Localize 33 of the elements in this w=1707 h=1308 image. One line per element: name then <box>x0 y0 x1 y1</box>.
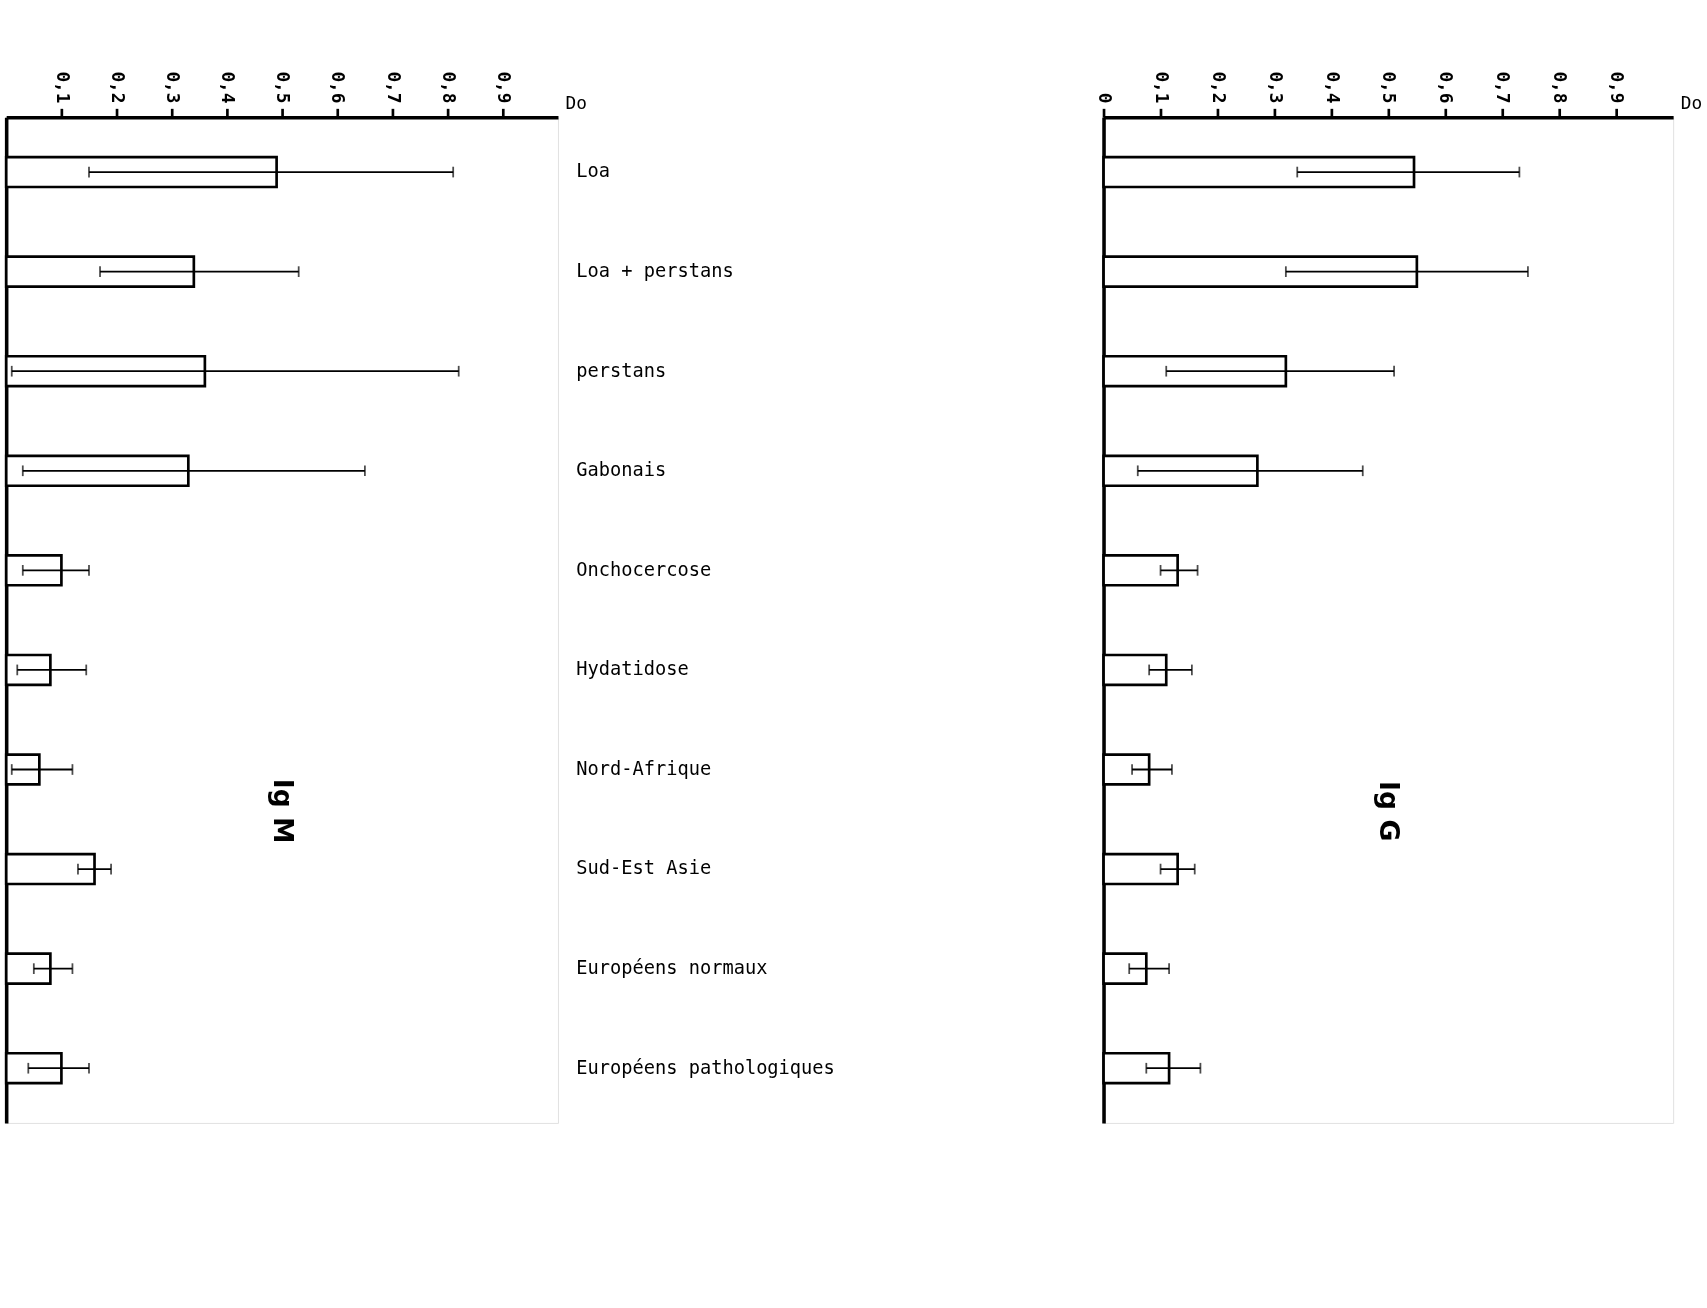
x-axis-title: Do <box>565 91 588 113</box>
x-tick-label: 0,6 <box>328 71 350 104</box>
y-tick-label: Loa <box>576 160 610 182</box>
x-tick-label: 0,8 <box>438 71 460 104</box>
x-tick-label: 0,4 <box>1322 71 1344 104</box>
y-tick-label: Hydatidose <box>576 658 689 680</box>
x-tick-label: 0,1 <box>52 71 74 104</box>
x-tick-label: 0,7 <box>1493 71 1515 104</box>
x-tick-label: 0,4 <box>218 71 240 104</box>
y-tick-label: perstans <box>576 359 667 381</box>
y-tick-label: Européens pathologiques <box>576 1056 835 1078</box>
x-axis-title: Do <box>1680 91 1703 113</box>
x-tick-label: 0,3 <box>1265 71 1287 104</box>
y-tick-label: Nord-Afrique <box>576 757 712 779</box>
x-tick-label: 0,2 <box>1208 71 1230 104</box>
text: Ig G <box>1374 781 1406 842</box>
y-tick-label: Gabonais <box>576 459 667 481</box>
x-tick-label: 0,7 <box>383 71 405 104</box>
x-tick-label: 0,9 <box>493 71 515 104</box>
x-tick-label: 0,9 <box>1607 71 1629 104</box>
x-tick-label: 0,6 <box>1436 71 1458 104</box>
x-tick-label: 0,1 <box>1151 71 1173 104</box>
x-tick-label: 0 <box>1094 92 1116 104</box>
text: Ig M <box>268 778 300 844</box>
y-tick-label: Sud-Est Asie <box>576 857 712 879</box>
y-tick-label: Loa + perstans <box>576 259 734 281</box>
x-tick-label: 0,3 <box>162 71 184 104</box>
y-tick-label: Européens normaux <box>576 956 768 978</box>
x-tick-label: 0,5 <box>273 71 295 104</box>
y-tick-label: Onchocercose <box>576 558 712 580</box>
x-tick-label: 0,2 <box>107 71 129 104</box>
x-tick-label: 0,8 <box>1550 71 1572 104</box>
x-tick-label: 0,5 <box>1379 71 1401 104</box>
